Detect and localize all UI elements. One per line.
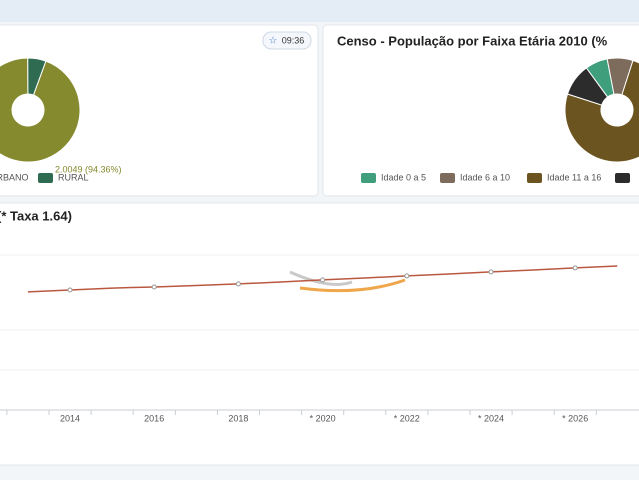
legend-swatch xyxy=(440,173,455,183)
legend-swatch xyxy=(527,173,542,183)
badge-time: 09:36 xyxy=(282,35,305,45)
pie-slice xyxy=(27,57,47,96)
x-tick-label: 2018 xyxy=(228,413,248,423)
legend-label: URBANO xyxy=(0,172,29,182)
pie-slice xyxy=(564,59,639,163)
card xyxy=(0,202,639,466)
chart-title: (* Taxa 1.64) xyxy=(0,208,72,223)
x-tick-label: * 2026 xyxy=(562,413,588,423)
data-point xyxy=(320,277,326,283)
x-tick-label: 2016 xyxy=(144,413,164,423)
legend-label: Idade 6 a 10 xyxy=(460,172,510,182)
pie-slice xyxy=(0,57,81,163)
legend-label: Idade 11 a 16 xyxy=(547,172,601,182)
x-tick-label: * 2024 xyxy=(478,413,504,423)
loading-spinner xyxy=(289,270,353,286)
data-point xyxy=(572,265,578,271)
card xyxy=(0,24,319,197)
chart-title: Censo - População por Faixa Etária 2010 … xyxy=(337,33,608,48)
x-tick-label: * 2022 xyxy=(394,413,420,423)
data-point xyxy=(235,281,241,287)
legend-swatch xyxy=(615,173,630,183)
pie-slice xyxy=(566,67,609,106)
card xyxy=(322,24,639,197)
top-bar xyxy=(0,0,639,22)
x-tick-label: * 2020 xyxy=(310,413,336,423)
legend-swatch xyxy=(38,173,53,183)
data-point xyxy=(67,287,73,293)
data-point xyxy=(404,273,410,279)
loading-spinner xyxy=(299,278,406,293)
time-badge[interactable] xyxy=(262,31,312,50)
legend-label: Idade 0 a 5 xyxy=(381,172,426,182)
data-point xyxy=(151,284,157,290)
legend-label: RURAL xyxy=(58,172,89,182)
data-point xyxy=(488,269,494,275)
legend-swatch xyxy=(361,173,376,183)
star-icon: ☆ xyxy=(269,36,278,47)
x-tick-label: 2014 xyxy=(60,413,80,423)
data-label: 2.0049 (94.36%) xyxy=(55,164,122,174)
